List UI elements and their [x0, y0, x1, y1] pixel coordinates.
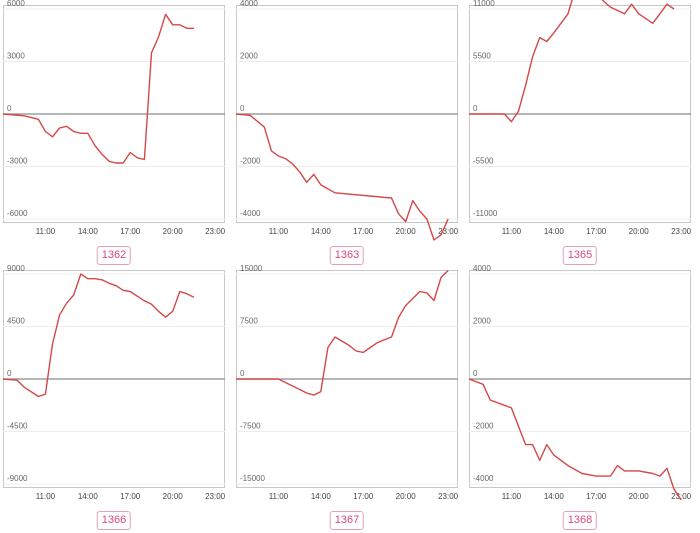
chart-panel: 4000 2000 0 -2000 -4000 11:00 14:00 17:00 20:00 2… — [468, 264, 692, 502]
y-tick-label: 15000 — [240, 264, 263, 273]
x-tick-label: 23:00 — [671, 492, 692, 501]
chart-panel: 6000 3000 0 -3000 -6000 11:00 14:00 17:00 20:00 2… — [2, 0, 226, 237]
series-line — [236, 270, 449, 396]
x-tick-label: 11:00 — [36, 227, 56, 236]
y-tick-label: -9000 — [7, 474, 28, 483]
chart-panel: 4000 2000 0 -2000 -4000 11:00 14:00 17:00 20:00 2… — [235, 0, 459, 241]
chart-title-badge[interactable]: 1366 — [96, 511, 132, 530]
chart-title-badge[interactable]: 1362 — [96, 246, 132, 265]
y-tick-label: -2000 — [240, 157, 261, 166]
line-chart: 9000 4500 0 -4500 -9000 11:00 14:00 17:00 20:00 2… — [2, 264, 226, 501]
x-tick-label: 17:00 — [353, 492, 374, 501]
y-tick-label: 0 — [240, 104, 245, 113]
x-tick-label: 17:00 — [586, 492, 607, 501]
x-tick-label: 11:00 — [269, 492, 289, 501]
y-tick-label: 5500 — [473, 52, 491, 61]
line-chart: 4000 2000 0 -2000 -4000 11:00 14:00 17:00 20:00 2… — [468, 264, 692, 501]
x-tick-label: 20:00 — [629, 227, 650, 236]
x-tick-label: 17:00 — [120, 227, 141, 236]
series-line — [469, 0, 675, 123]
line-chart: 11000 5500 0 -5500 -11000 11:00 14:00 17:00 20:0… — [469, 0, 692, 236]
series-line — [235, 113, 449, 241]
chart-title-badge[interactable]: 1365 — [562, 246, 598, 265]
y-tick-label: 2000 — [473, 317, 491, 326]
x-tick-label: 17:00 — [120, 492, 141, 501]
x-tick-label: 14:00 — [544, 227, 565, 236]
y-tick-label: 11000 — [473, 0, 495, 8]
x-tick-label: 20:00 — [396, 492, 417, 501]
chart-panel: 9000 4500 0 -4500 -9000 11:00 14:00 17:00 20:00 2… — [2, 264, 226, 502]
chart-title-badge[interactable]: 1363 — [329, 246, 365, 265]
y-tick-label: -4000 — [473, 474, 494, 483]
x-tick-label: 14:00 — [311, 492, 332, 501]
x-tick-label: 14:00 — [78, 227, 99, 236]
y-tick-label: 0 — [7, 369, 12, 378]
x-tick-label: 11:00 — [502, 227, 522, 236]
y-tick-label: -11000 — [473, 209, 498, 218]
chart-panel: 11000 5500 0 -5500 -11000 11:00 14:00 17:00 20:0… — [469, 0, 692, 237]
x-tick-label: 14:00 — [311, 227, 332, 236]
x-tick-label: 23:00 — [438, 227, 459, 236]
line-chart: 6000 3000 0 -3000 -6000 11:00 14:00 17:00 20:00 2… — [2, 0, 226, 236]
y-tick-label: 4000 — [240, 0, 258, 8]
y-tick-label: 0 — [473, 369, 478, 378]
y-tick-label: 7500 — [240, 317, 258, 326]
series-line — [468, 378, 682, 501]
y-tick-label: 2000 — [240, 52, 258, 61]
y-tick-label: -6000 — [7, 209, 28, 218]
x-tick-label: 20:00 — [163, 227, 184, 236]
y-tick-label: 4000 — [473, 264, 491, 273]
y-tick-label: -4500 — [7, 422, 28, 431]
x-tick-label: 20:00 — [629, 492, 650, 501]
y-tick-label: -4000 — [240, 209, 261, 218]
x-tick-label: 23:00 — [205, 227, 226, 236]
x-tick-label: 23:00 — [671, 227, 692, 236]
line-chart: 15000 7500 0 -7500 -15000 11:00 14:00 17:00 20:0… — [236, 264, 459, 501]
chart-panel: 15000 7500 0 -7500 -15000 11:00 14:00 17:00 20:0… — [236, 264, 459, 502]
y-tick-label: -7500 — [240, 422, 261, 431]
x-tick-label: 11:00 — [269, 227, 289, 236]
series-line — [2, 273, 195, 398]
y-tick-label: 4500 — [7, 317, 25, 326]
y-tick-label: 9000 — [7, 264, 25, 273]
y-tick-label: -3000 — [7, 157, 28, 166]
x-tick-label: 23:00 — [438, 492, 459, 501]
x-tick-label: 14:00 — [78, 492, 99, 501]
x-tick-label: 20:00 — [396, 227, 417, 236]
x-tick-label: 14:00 — [544, 492, 565, 501]
y-tick-label: 6000 — [7, 0, 25, 8]
y-tick-label: -15000 — [240, 474, 265, 483]
y-tick-label: 3000 — [7, 52, 25, 61]
y-tick-label: 0 — [473, 104, 478, 113]
y-tick-label: 0 — [240, 369, 245, 378]
x-tick-label: 11:00 — [502, 492, 522, 501]
x-tick-label: 20:00 — [163, 492, 184, 501]
y-tick-label: -5500 — [473, 157, 494, 166]
chart-title-badge[interactable]: 1367 — [329, 511, 365, 530]
x-tick-label: 23:00 — [205, 492, 226, 501]
x-tick-label: 17:00 — [586, 227, 607, 236]
chart-title-badge[interactable]: 1368 — [562, 511, 598, 530]
y-tick-label: -2000 — [473, 422, 494, 431]
line-chart: 4000 2000 0 -2000 -4000 11:00 14:00 17:00 20:00 2… — [235, 0, 459, 241]
y-tick-label: 0 — [7, 104, 12, 113]
x-tick-label: 11:00 — [36, 492, 56, 501]
series-line — [2, 13, 194, 164]
x-tick-label: 17:00 — [353, 227, 374, 236]
